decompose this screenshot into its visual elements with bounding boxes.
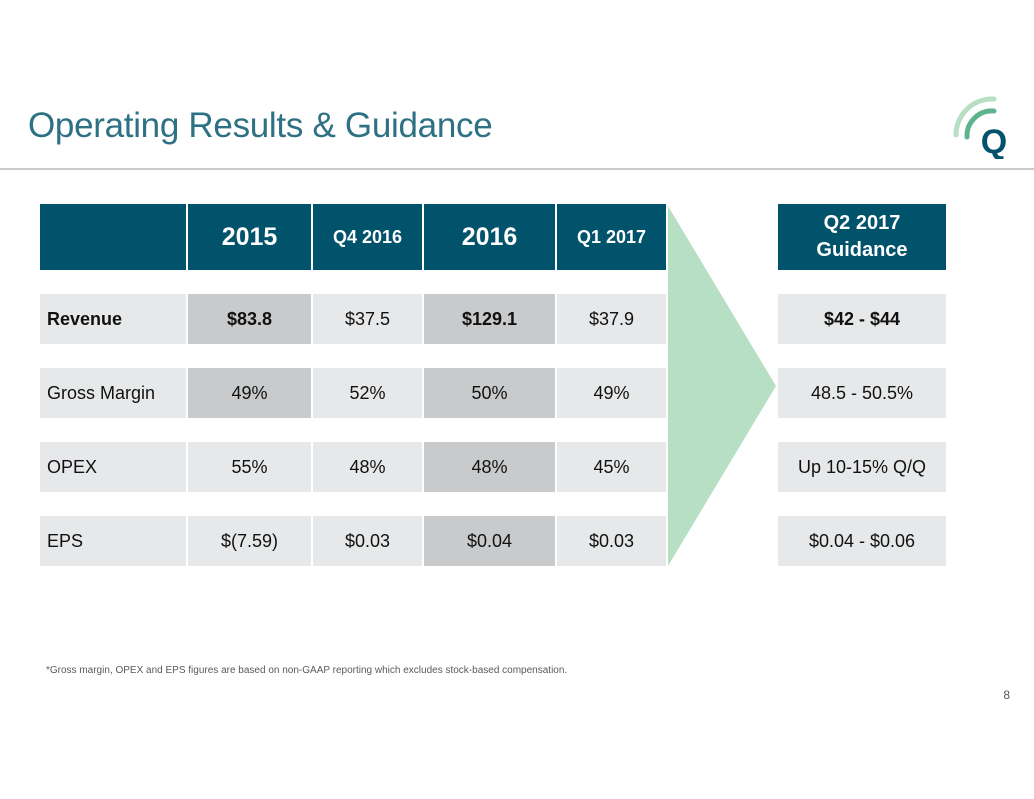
guidance-header-line2: Guidance	[816, 239, 908, 261]
guidance-eps: $0.04 - $0.06	[778, 516, 946, 566]
chevron-arrow-icon	[668, 206, 776, 566]
cell-eps-q1-2017: $0.03	[557, 516, 666, 566]
guidance-gross-margin: 48.5 - 50.5%	[778, 368, 946, 418]
cell-gross-margin-q4-2016: 52%	[313, 368, 422, 418]
cell-revenue-q4-2016: $37.5	[313, 294, 422, 344]
column-header-2016: 2016	[424, 204, 555, 270]
cell-opex-2015: 55%	[188, 442, 311, 492]
page-number: 8	[1003, 688, 1010, 702]
column-header-q4-2016: Q4 2016	[313, 204, 422, 270]
row-label-gross-margin: Gross Margin	[40, 368, 186, 418]
column-header-2015: 2015	[188, 204, 311, 270]
guidance-header-line1: Q2 2017	[823, 212, 901, 234]
cell-opex-2016: 48%	[424, 442, 555, 492]
column-header-q1-2017: Q1 2017	[557, 204, 666, 270]
cell-eps-2016: $0.04	[424, 516, 555, 566]
cell-eps-q4-2016: $0.03	[313, 516, 422, 566]
guidance-opex: Up 10-15% Q/Q	[778, 442, 946, 492]
company-logo-icon: Q	[953, 96, 1007, 159]
cell-gross-margin-2016: 50%	[424, 368, 555, 418]
guidance-revenue: $42 - $44	[778, 294, 946, 344]
cell-gross-margin-q1-2017: 49%	[557, 368, 666, 418]
cell-revenue-q1-2017: $37.9	[557, 294, 666, 344]
row-label-eps: EPS	[40, 516, 186, 566]
row-label-opex: OPEX	[40, 442, 186, 492]
guidance-header: Q2 2017 Guidance	[778, 204, 946, 270]
cell-opex-q4-2016: 48%	[313, 442, 422, 492]
cell-gross-margin-2015: 49%	[188, 368, 311, 418]
title-divider	[0, 168, 1034, 170]
logo-letter: Q	[981, 123, 1007, 159]
cell-revenue-2015: $83.8	[188, 294, 311, 344]
table-header-corner	[40, 204, 186, 270]
footnote: *Gross margin, OPEX and EPS figures are …	[46, 665, 568, 676]
row-label-revenue: Revenue	[40, 294, 186, 344]
cell-revenue-2016: $129.1	[424, 294, 555, 344]
cell-opex-q1-2017: 45%	[557, 442, 666, 492]
page-title: Operating Results & Guidance	[28, 106, 493, 145]
cell-eps-2015: $(7.59)	[188, 516, 311, 566]
